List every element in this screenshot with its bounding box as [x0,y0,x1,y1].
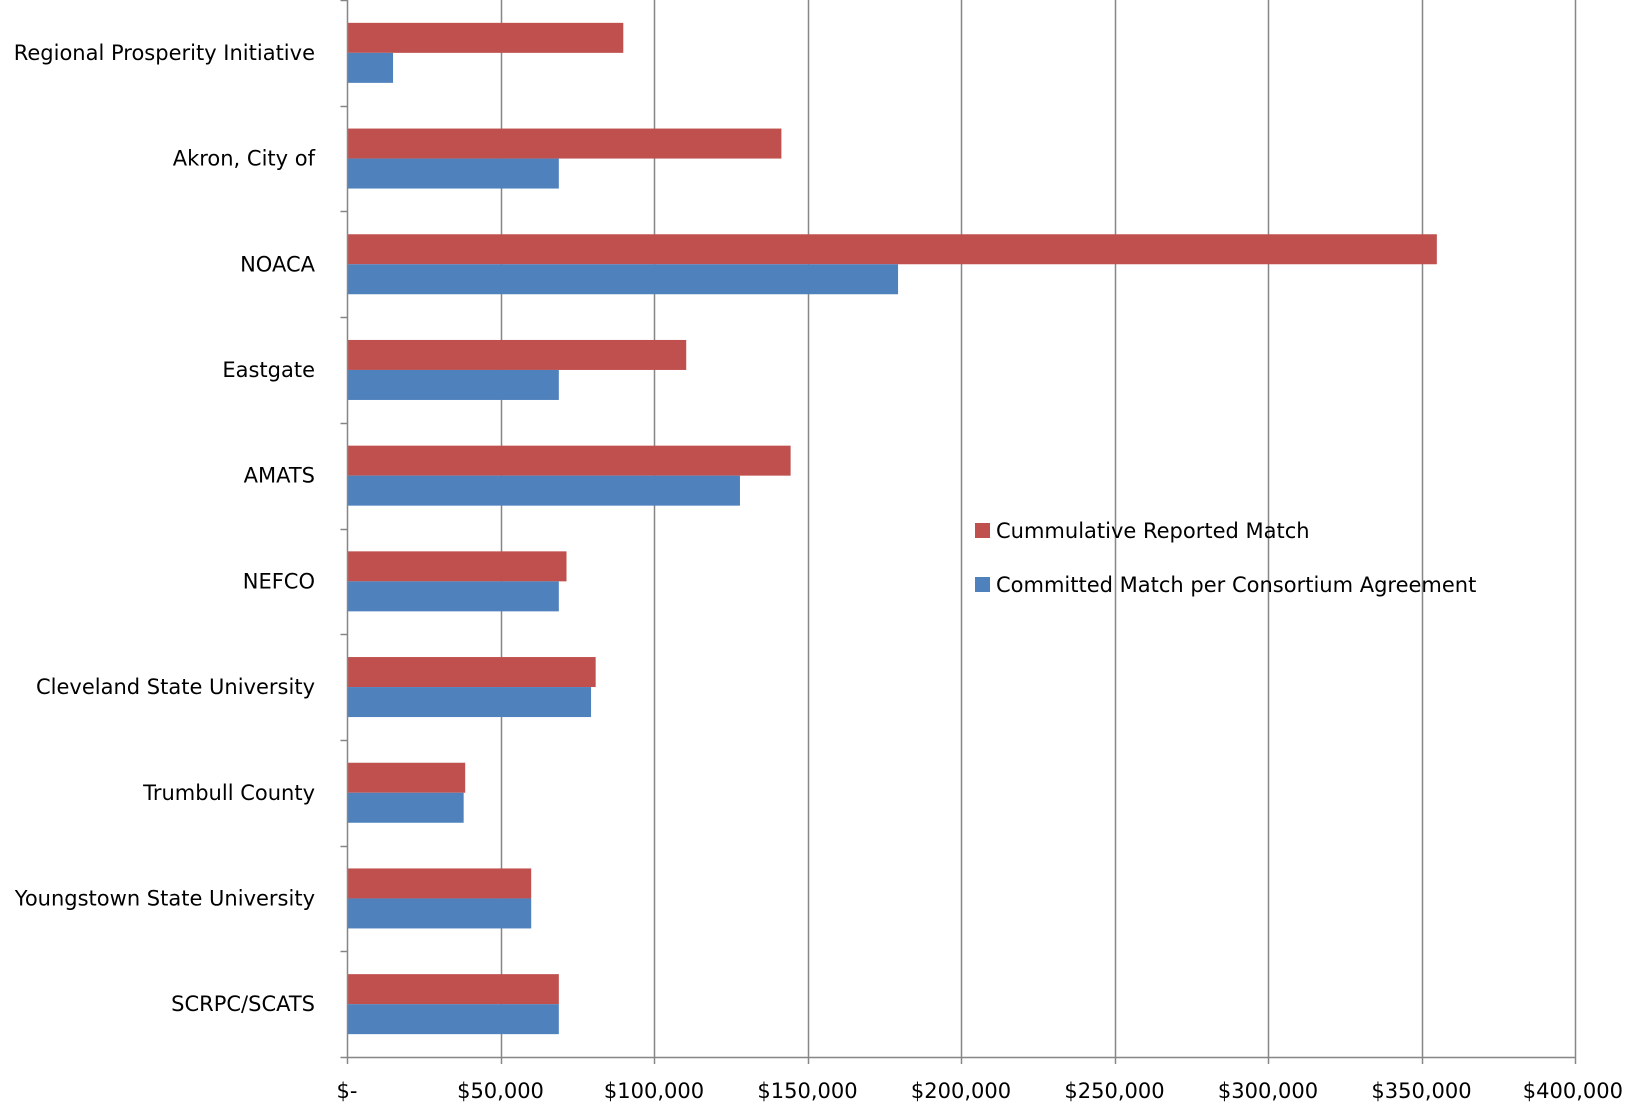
category-label: NOACA [240,252,316,276]
legend-label: Committed Match per Consortium Agreement [996,573,1476,597]
bar-reported [347,128,782,159]
bar-reported [347,762,466,793]
x-tick-label: $100,000 [604,1079,704,1103]
bar-reported [347,551,567,582]
x-tick-label: $400,000 [1523,1079,1623,1103]
category-label: Regional Prosperity Initiative [14,41,315,65]
bar-reported [347,234,1437,265]
bar-committed [347,687,592,718]
category-labels: Regional Prosperity Initiative Akron, Cit… [14,41,316,1016]
category-label: Akron, City of [173,147,316,171]
category-label: Cleveland State University [36,675,315,699]
legend-swatch-reported [975,523,990,538]
legend: Cummulative Reported Match Committed Matc… [975,519,1476,597]
axes [340,0,1577,1064]
category-label: Youngstown State University [14,886,315,910]
bar-committed [347,52,394,83]
category-label: NEFCO [243,569,315,593]
bar-reported [347,445,791,476]
x-tick-label: $300,000 [1218,1079,1318,1103]
legend-label: Cummulative Reported Match [996,519,1310,543]
x-tick-label: $250,000 [1064,1079,1164,1103]
category-label: SCRPC/SCATS [171,992,315,1016]
bar-reported [347,22,624,53]
category-label: Eastgate [222,358,315,382]
bar-reported [347,868,532,899]
category-label: Trumbull County [142,781,315,805]
x-tick-labels: $- $50,000 $100,000 $150,000 $200,000 $250,00… [337,1079,1623,1103]
bar-reported [347,657,596,688]
bar-committed [347,581,559,612]
x-tick-label: $200,000 [911,1079,1011,1103]
bars [347,22,1437,1035]
bar-committed [347,369,559,400]
legend-swatch-committed [975,577,990,592]
bar-reported [347,974,559,1005]
x-tick-label: $350,000 [1371,1079,1471,1103]
bar-committed [347,898,532,929]
bar-committed [347,792,464,823]
gridlines [500,0,1577,1057]
x-tick-label: $50,000 [457,1079,544,1103]
x-tick-label: $- [337,1079,358,1103]
category-label: AMATS [244,464,315,488]
bar-reported [347,339,687,370]
bar-committed [347,475,740,506]
x-tick-label: $150,000 [757,1079,857,1103]
bar-committed [347,264,899,295]
bar-committed [347,1004,559,1035]
bar-committed [347,158,559,189]
